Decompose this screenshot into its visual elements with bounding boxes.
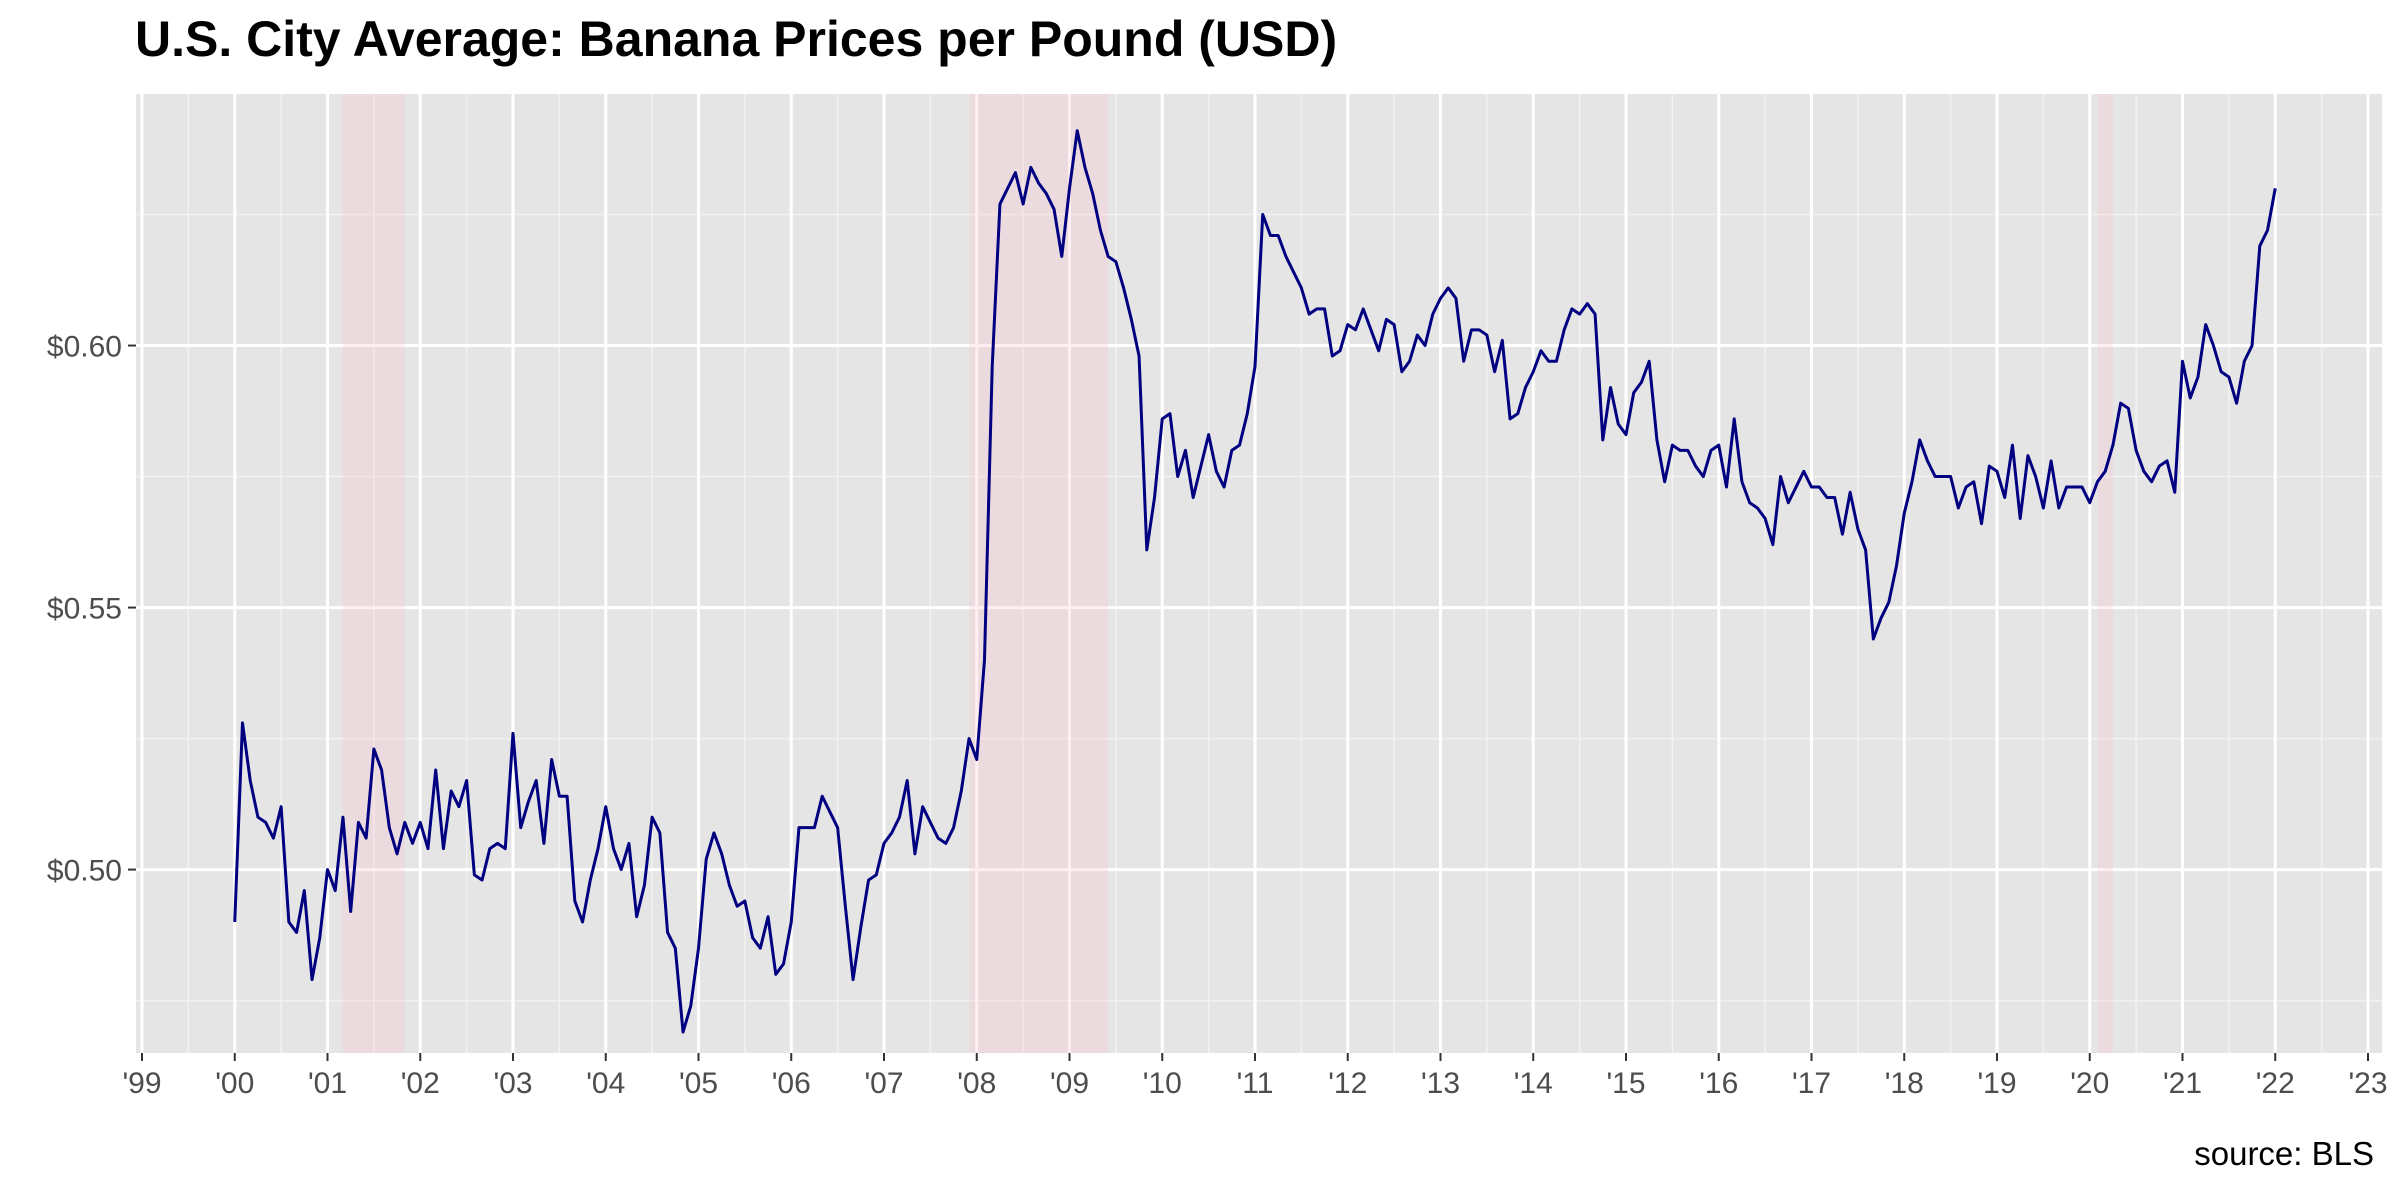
x-tick-label: '13 — [1421, 1067, 1460, 1100]
source-caption: source: BLS — [2194, 1135, 2374, 1172]
series-line — [233, 129, 2277, 1034]
x-tick-label: '19 — [1977, 1067, 2016, 1100]
x-tick-label: '11 — [1237, 1067, 1274, 1100]
x-tick-label: '22 — [2256, 1067, 2295, 1100]
x-tick-label: '16 — [1699, 1067, 1738, 1100]
recession-band — [2097, 94, 2113, 1053]
x-tick-label: '09 — [1050, 1067, 1089, 1100]
x-tick-label: '21 — [2163, 1067, 2202, 1100]
x-tick-label: '99 — [122, 1067, 161, 1100]
y-axis: $0.50 $0.55 $0.60 — [47, 331, 136, 888]
x-tick-label: '06 — [772, 1067, 811, 1100]
minor-gridlines — [136, 94, 2382, 1053]
x-tick-label: '08 — [957, 1067, 996, 1100]
x-tick-label: '10 — [1143, 1067, 1182, 1100]
plot-panel — [136, 94, 2382, 1053]
series-layer — [233, 129, 2277, 1034]
y-tick-label: $0.50 — [47, 855, 122, 888]
chart-title: U.S. City Average: Banana Prices per Pou… — [135, 11, 1338, 67]
recession-band — [969, 94, 1109, 1053]
x-tick-label: '18 — [1885, 1067, 1924, 1100]
x-tick-label: '14 — [1514, 1067, 1553, 1100]
x-tick-label: '05 — [679, 1067, 718, 1100]
x-tick-label: '02 — [401, 1067, 440, 1100]
x-tick-label: '03 — [493, 1067, 532, 1100]
y-tick-label: $0.60 — [47, 331, 122, 364]
x-tick-label: '07 — [864, 1067, 903, 1100]
x-tick-label: '00 — [215, 1067, 254, 1100]
x-tick-label: '15 — [1606, 1067, 1645, 1100]
x-tick-label: '01 — [308, 1067, 347, 1100]
x-tick-label: '12 — [1328, 1067, 1367, 1100]
y-tick-label: $0.55 — [47, 593, 122, 626]
x-tick-label: '23 — [2348, 1067, 2387, 1100]
x-axis: '99 '00 '01 '02 '03 '04 '05 '06 '07 '08 '09 '10 '11 '… — [122, 1053, 2388, 1100]
major-gridlines — [136, 94, 2382, 1053]
x-tick-label: '20 — [2070, 1067, 2109, 1100]
x-tick-label: '04 — [586, 1067, 625, 1100]
x-tick-label: '17 — [1792, 1067, 1831, 1100]
